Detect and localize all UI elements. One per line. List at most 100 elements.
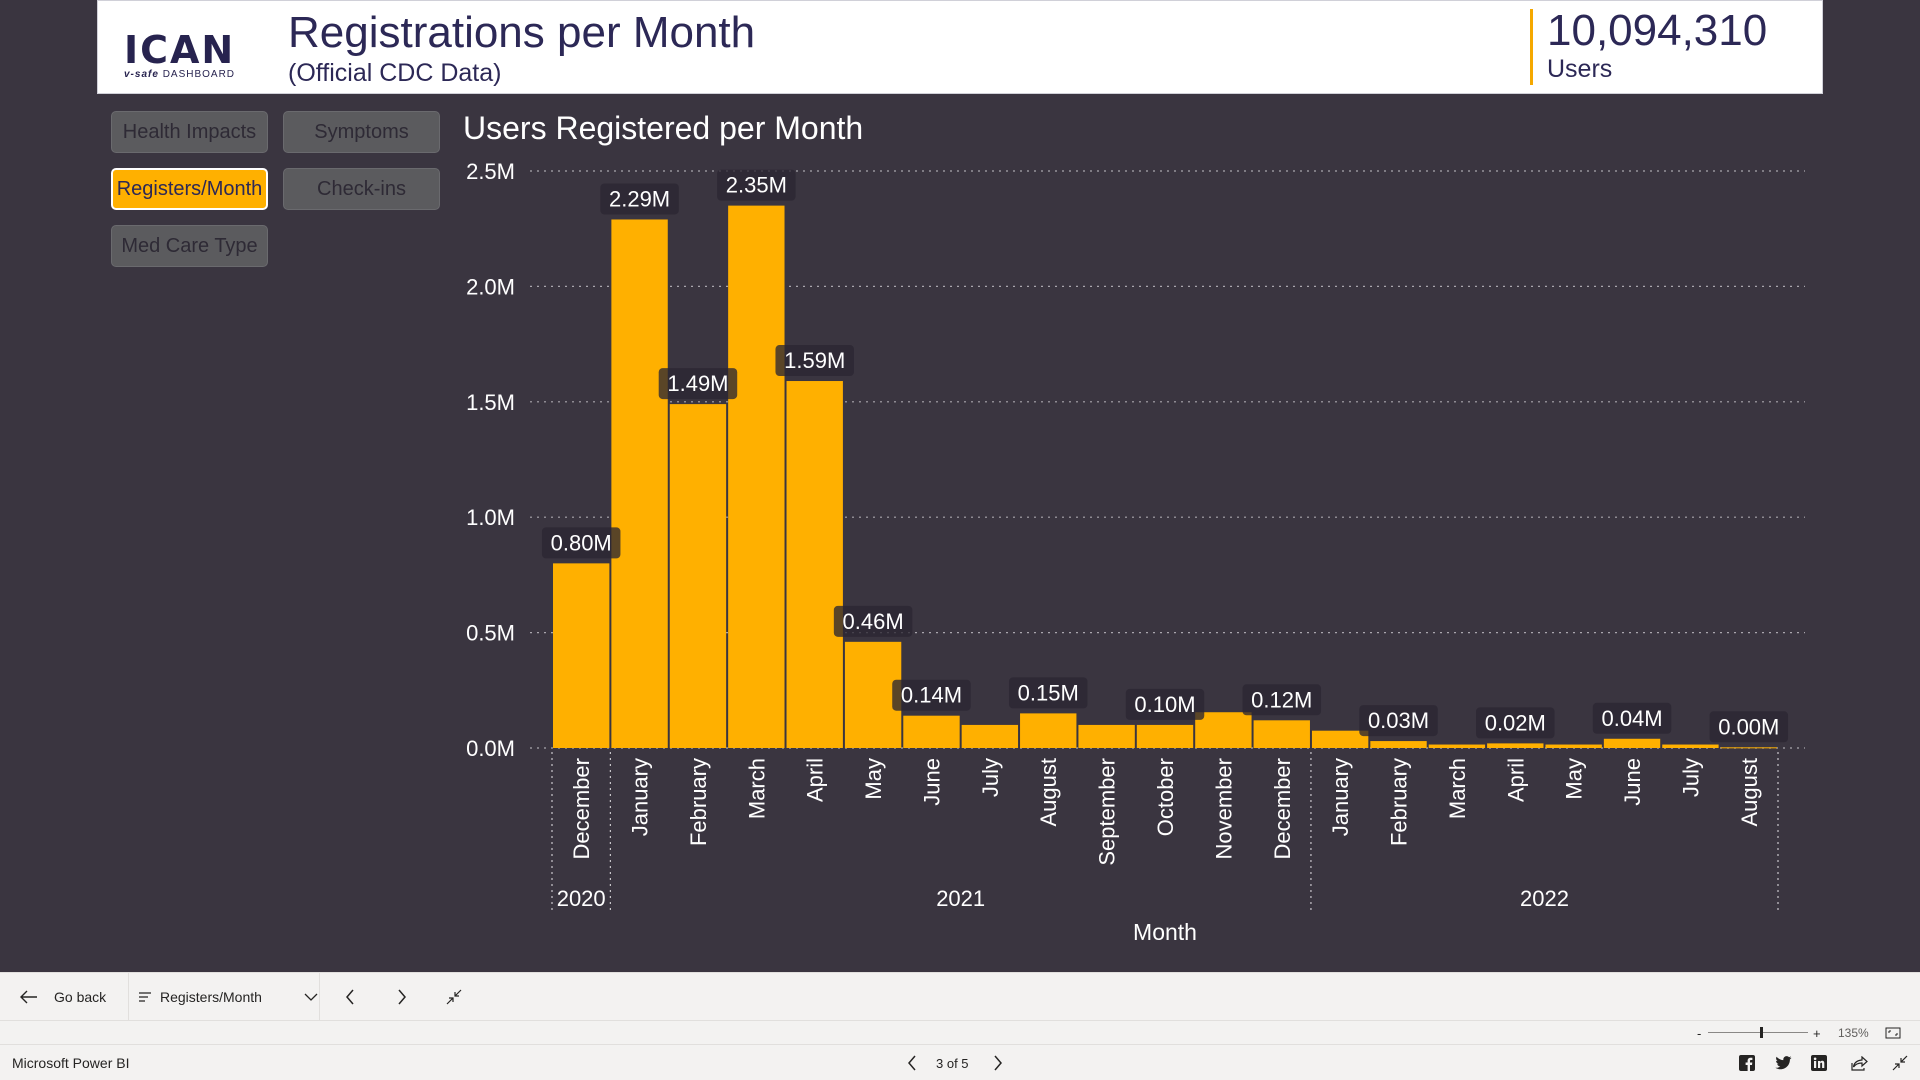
- data-label: 0.14M: [901, 683, 962, 708]
- x-tick-label: August: [1737, 758, 1762, 827]
- status-previous-page-button[interactable]: [902, 1053, 922, 1073]
- share-icon: [1850, 1055, 1868, 1071]
- y-tick-label: 0.5M: [466, 621, 515, 646]
- data-label: 2.29M: [609, 186, 670, 211]
- zoom-in-button[interactable]: +: [1813, 1025, 1821, 1041]
- x-tick-label: March: [744, 758, 769, 819]
- y-tick-label: 0.0M: [466, 736, 515, 761]
- bar: [1020, 713, 1077, 748]
- nav-symptoms-button[interactable]: Symptoms: [283, 111, 440, 153]
- data-label-bg: [892, 679, 971, 711]
- data-label-bg: [1125, 688, 1205, 720]
- ican-logo: ICAN v-safe DASHBOARD: [124, 31, 246, 80]
- bar: [1370, 741, 1427, 748]
- bar: [669, 404, 727, 748]
- data-label: 0.15M: [1018, 680, 1079, 705]
- linkedin-share-button[interactable]: [1810, 1054, 1828, 1072]
- nav-health-impacts-button[interactable]: Health Impacts: [111, 111, 268, 153]
- share-button[interactable]: [1850, 1054, 1868, 1072]
- bar-chart: 0.0M 0.5M 1.0M 1.5M 2.0M 2.5M 0.80M 2.29M 1.49M 2…: [466, 159, 1805, 945]
- data-label-bg: [1476, 707, 1555, 739]
- chart-title: Users Registered per Month: [463, 110, 864, 146]
- nav-med-care-type-button[interactable]: Med Care Type: [111, 225, 268, 267]
- x-tick-label: December: [569, 758, 594, 859]
- x-axis-title: Month: [1133, 919, 1197, 945]
- page-subtitle: (Official CDC Data): [288, 59, 502, 87]
- x-year-label: 2020: [557, 886, 606, 911]
- previous-page-button[interactable]: [338, 985, 362, 1009]
- bar: [1311, 730, 1369, 748]
- linkedin-icon: [1811, 1055, 1827, 1071]
- zoom-out-button[interactable]: -: [1697, 1025, 1702, 1041]
- data-label-bg: [775, 345, 854, 377]
- divider: [128, 973, 129, 1021]
- logo-subtext: v-safe DASHBOARD: [124, 69, 246, 80]
- bar: [1253, 720, 1310, 748]
- logo-sub-rest: DASHBOARD: [162, 69, 236, 80]
- data-label-bg: [1592, 702, 1672, 734]
- data-label-bg: [717, 169, 796, 201]
- bar: [1428, 744, 1486, 748]
- bar: [1603, 738, 1661, 748]
- x-tick-label: August: [1036, 758, 1061, 827]
- fit-to-page-button[interactable]: [1884, 1025, 1902, 1041]
- x-tick-label: April: [803, 758, 828, 802]
- bar: [961, 724, 1019, 748]
- data-label: 2.35M: [726, 173, 787, 198]
- x-tick-label: January: [1328, 758, 1353, 836]
- x-tick-label: February: [1387, 758, 1412, 846]
- bar: [1487, 743, 1544, 748]
- go-back-label: Go back: [54, 989, 107, 1005]
- bar: [1078, 724, 1135, 748]
- x-tick-label: December: [1270, 758, 1295, 859]
- report-header: ICAN v-safe DASHBOARD Registrations per …: [97, 0, 1823, 94]
- y-tick-label: 2.5M: [466, 159, 515, 184]
- chevron-down-icon: [304, 993, 318, 1001]
- x-tick-label: June: [1620, 758, 1645, 806]
- data-label-bg: [658, 368, 738, 400]
- nav-registers-month-button[interactable]: Registers/Month: [111, 168, 268, 210]
- next-page-button[interactable]: [390, 985, 414, 1009]
- facebook-share-button[interactable]: [1738, 1054, 1756, 1072]
- x-year-label: 2022: [1520, 886, 1569, 911]
- fit-page-icon: [1885, 1027, 1901, 1039]
- data-label-bg: [1709, 711, 1789, 743]
- x-tick-label: March: [1445, 758, 1470, 819]
- zoom-slider-thumb[interactable]: [1760, 1027, 1763, 1038]
- bar: [1136, 724, 1194, 748]
- page-selector[interactable]: Registers/Month: [138, 973, 318, 1021]
- page-selector-label: Registers/Month: [160, 989, 262, 1005]
- x-tick-label: January: [628, 758, 653, 836]
- data-label: 0.03M: [1368, 708, 1429, 733]
- logo-sub-brand: v-safe: [124, 69, 159, 80]
- divider: [319, 973, 320, 1021]
- status-next-page-button[interactable]: [988, 1053, 1008, 1073]
- x-tick-label: November: [1211, 758, 1236, 859]
- bar: [553, 563, 610, 748]
- zoom-bar: - + 135%: [0, 1020, 1920, 1044]
- arrow-left-icon: [20, 990, 37, 1004]
- data-label-bg: [1242, 684, 1322, 716]
- exit-focus-button[interactable]: [442, 985, 466, 1009]
- data-label: 1.49M: [667, 371, 728, 396]
- x-year-label: 2021: [936, 886, 985, 911]
- zoom-slider-track[interactable]: [1708, 1032, 1808, 1033]
- chevron-right-icon: [994, 1055, 1002, 1071]
- bar: [903, 715, 960, 748]
- x-tick-label: September: [1095, 758, 1120, 866]
- x-tick-label: April: [1503, 758, 1528, 802]
- data-label-bg: [833, 605, 913, 637]
- page-title: Registrations per Month: [288, 8, 756, 57]
- status-bar: Microsoft Power BI 3 of 5: [0, 1044, 1920, 1080]
- bar: [611, 219, 668, 748]
- nav-check-ins-button[interactable]: Check-ins: [283, 168, 440, 210]
- bar: [1720, 747, 1777, 749]
- bar: [786, 381, 843, 748]
- exit-fullscreen-button[interactable]: [1891, 1054, 1909, 1072]
- kpi-users-label: Users: [1547, 55, 1613, 83]
- data-label: 0.80M: [551, 530, 612, 555]
- x-tick-label: June: [919, 758, 944, 806]
- twitter-share-button[interactable]: [1774, 1054, 1792, 1072]
- go-back-button[interactable]: Go back: [20, 973, 106, 1021]
- bar: [1195, 712, 1252, 748]
